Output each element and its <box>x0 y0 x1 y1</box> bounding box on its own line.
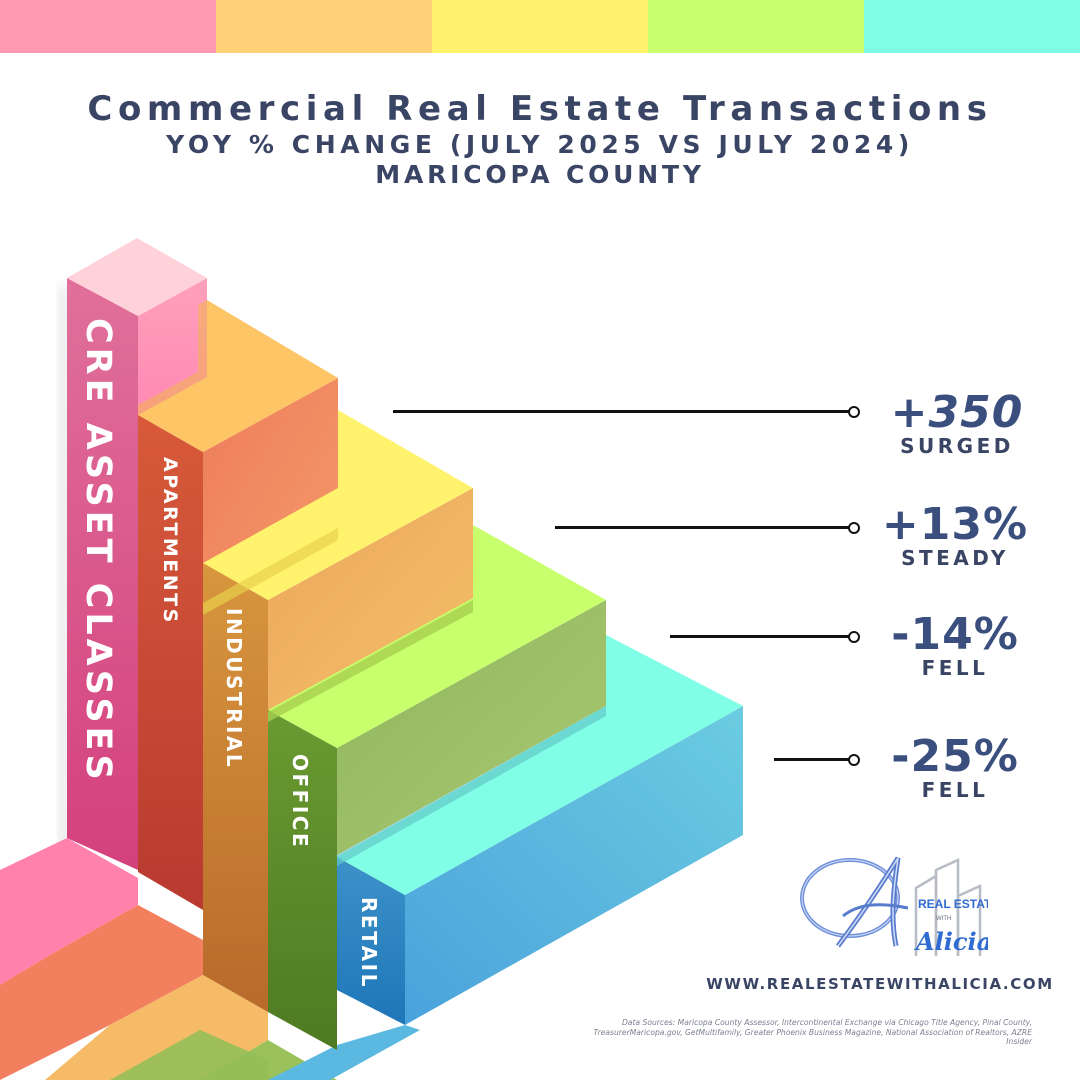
header: Commercial Real Estate Transactions YOY … <box>0 88 1080 190</box>
axis-label: CRE ASSET CLASSES <box>78 318 118 784</box>
brand-logo: REAL ESTATE WITH Alicia <box>800 856 988 956</box>
connector-dot-icon <box>848 754 860 766</box>
connector-line-retail <box>774 758 851 761</box>
stat-status: SURGED <box>900 434 1014 458</box>
top-color-bar <box>0 0 1080 53</box>
svg-text:Alicia: Alicia <box>914 927 988 956</box>
stat-office: -14% FELL <box>870 609 1040 680</box>
stat-status: FELL <box>921 778 989 802</box>
connector-dot-icon <box>848 631 860 643</box>
stat-industrial: +13% STEADY <box>870 499 1040 570</box>
step-industrial <box>203 410 473 1012</box>
stat-value: -14% <box>891 609 1019 660</box>
region-label: MARICOPA COUNTY <box>375 160 705 189</box>
color-swatch-yellow <box>432 0 648 53</box>
connector-line-industrial <box>555 526 851 529</box>
step-office <box>268 525 606 1050</box>
stat-status: FELL <box>921 656 989 680</box>
color-swatch-orange <box>216 0 432 53</box>
step-label-apartments: APARTMENTS <box>159 457 181 625</box>
step-label-industrial: INDUSTRIAL <box>222 608 246 770</box>
data-sources-note: Data Sources: Maricopa County Assessor, … <box>593 1018 1032 1046</box>
page-title: Commercial Real Estate Transactions <box>87 89 993 129</box>
stat-value: +350 <box>890 387 1024 438</box>
connector-line-office <box>670 635 851 638</box>
page-subtitle: YOY % CHANGE (JULY 2025 VS JULY 2024) <box>166 130 914 159</box>
building-outline-icon <box>914 858 982 956</box>
color-swatch-pink <box>0 0 216 53</box>
svg-text:REAL ESTATE: REAL ESTATE <box>918 897 988 911</box>
step-retail <box>337 635 743 1025</box>
stat-apartments: +350 SURGED <box>872 387 1042 458</box>
color-swatch-cyan <box>864 0 1080 53</box>
website-link[interactable]: WWW.REALESTATEWITHALICIA.COM <box>706 975 1054 993</box>
stat-status: STEADY <box>901 546 1009 570</box>
floor-stripes <box>0 838 420 1080</box>
connector-dot-icon <box>848 406 860 418</box>
step-label-retail: RETAIL <box>357 897 381 989</box>
color-swatch-green <box>648 0 864 53</box>
svg-text:WITH: WITH <box>936 916 951 922</box>
step-label-office: OFFICE <box>288 754 312 850</box>
stat-value: +13% <box>881 499 1029 550</box>
stat-retail: -25% FELL <box>870 731 1040 802</box>
connector-line-apartments <box>393 410 851 413</box>
connector-dot-icon <box>848 522 860 534</box>
stat-value: -25% <box>891 731 1019 782</box>
